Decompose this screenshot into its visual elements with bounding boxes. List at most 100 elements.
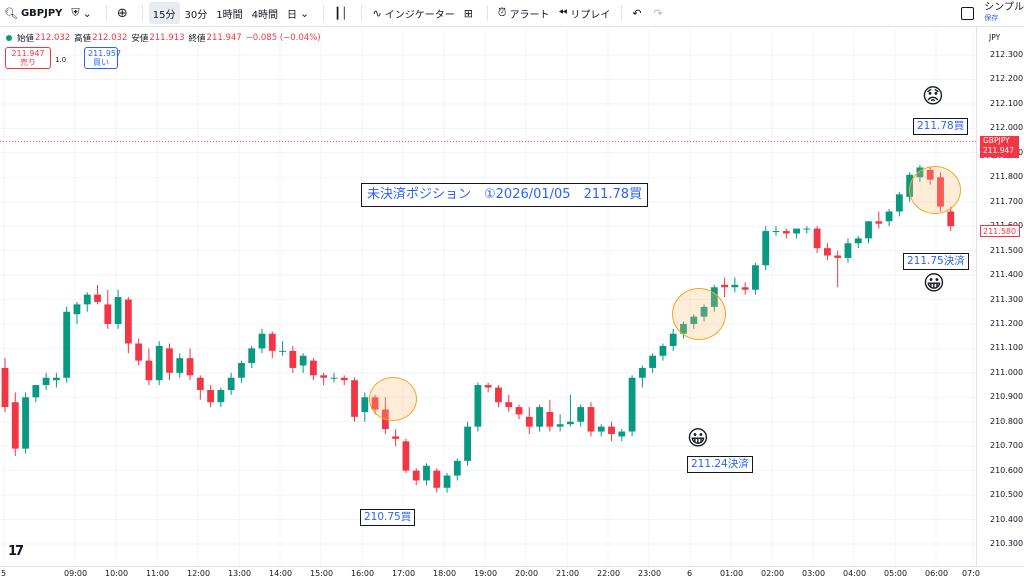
close-value: 211.947 bbox=[206, 33, 242, 43]
interval-4h[interactable]: 4時間 bbox=[248, 2, 282, 24]
candle-body bbox=[32, 385, 40, 398]
candle bbox=[392, 429, 400, 447]
candle bbox=[793, 228, 800, 239]
redo-button[interactable]: ↷ bbox=[650, 2, 670, 24]
current-price-label: GBPJPY 211.947 02:41 bbox=[980, 136, 1019, 165]
candle bbox=[947, 206, 955, 232]
ohlc-legend: 始値 212.032 高値 212.032 安値 211.913 終値 211.947 … bbox=[6, 32, 325, 44]
smile-emoji-icon: 😀 bbox=[923, 271, 945, 295]
current-price: 211.947 bbox=[983, 146, 1015, 155]
chevron-down-icon: ⌄ bbox=[300, 6, 310, 20]
interval-1h[interactable]: 1時間 bbox=[212, 2, 246, 24]
price-tick-label: 210.600 bbox=[990, 465, 1024, 475]
candle bbox=[135, 338, 143, 366]
open-position-note: 未決済ポジション ①2026/01/05 211.78買 bbox=[361, 183, 649, 207]
templates-button[interactable]: ⊞ bbox=[460, 2, 480, 24]
candle-body bbox=[824, 248, 831, 256]
candle-body bbox=[166, 348, 173, 373]
candle bbox=[505, 394, 513, 412]
candle bbox=[721, 277, 728, 298]
sell-button[interactable]: 211.947 売り bbox=[5, 47, 51, 69]
interval-dropdown[interactable]: 日 ⌄ bbox=[283, 2, 316, 24]
candle-body bbox=[597, 426, 605, 432]
symbol-search[interactable]: 🔍︎ GBPJPY bbox=[0, 2, 66, 24]
undo-icon: ↶ bbox=[632, 6, 642, 20]
current-symbol: GBPJPY bbox=[983, 136, 1010, 145]
candle bbox=[238, 360, 245, 383]
candle bbox=[587, 402, 595, 437]
candle bbox=[875, 211, 883, 229]
layout-checkbox[interactable] bbox=[961, 6, 975, 20]
chart-style-dropdown[interactable]: ⛨ ⌄ bbox=[67, 2, 98, 24]
candle-type-button[interactable]: ┃│ bbox=[330, 2, 354, 24]
candles-icon: ┃│ bbox=[334, 6, 348, 20]
candle bbox=[638, 365, 646, 388]
candle-body bbox=[196, 377, 204, 390]
open-value: 212.032 bbox=[35, 33, 71, 43]
candle-body bbox=[495, 387, 502, 403]
time-axis[interactable]: 5 09:00 10:00 11:00 12:00 13:00 14:00 15:00 16:0… bbox=[0, 566, 1024, 581]
layout-name: シンプル bbox=[984, 2, 1024, 13]
candle bbox=[484, 382, 492, 393]
candle-body bbox=[556, 424, 564, 427]
price-tick-label: 211.000 bbox=[990, 367, 1024, 377]
candle-body bbox=[145, 360, 153, 381]
replay-button[interactable]: ⏪︎ リプレイ bbox=[555, 2, 615, 24]
candle bbox=[669, 328, 677, 351]
interval-30m[interactable]: 30分 bbox=[181, 2, 212, 24]
top-toolbar: 🔍︎ GBPJPY ⛨ ⌄ ⊕ 15分 30分 1時間 4時間 日 ⌄ ┃│ ∿… bbox=[0, 0, 1024, 27]
price-tick-label: 211.300 bbox=[990, 294, 1024, 304]
undo-button[interactable]: ↶ bbox=[628, 2, 648, 24]
time-tick-label: 11:00 bbox=[146, 569, 170, 578]
candle bbox=[73, 301, 81, 324]
price-tick-label: 212.300 bbox=[990, 50, 1024, 59]
candle bbox=[166, 343, 173, 381]
candle-body bbox=[351, 380, 358, 417]
alarm-clock-icon: ⏰︎ bbox=[497, 6, 507, 19]
alert-button[interactable]: ⏰︎ アラート bbox=[494, 2, 554, 24]
candle-body bbox=[844, 243, 852, 258]
candle bbox=[42, 372, 50, 390]
candle-body bbox=[567, 421, 574, 425]
candle-body bbox=[628, 377, 636, 432]
candle bbox=[628, 375, 636, 437]
buy-label: 買い bbox=[93, 58, 109, 67]
redo-icon: ↷ bbox=[653, 6, 663, 20]
candle bbox=[453, 458, 461, 481]
interval-15m[interactable]: 15分 bbox=[148, 2, 180, 24]
replay-label: リプレイ bbox=[570, 9, 611, 21]
candle-body bbox=[515, 407, 523, 415]
candle bbox=[597, 424, 605, 437]
indicators-button[interactable]: ∿ インジケーター bbox=[368, 2, 458, 24]
price-tick-label: 211.700 bbox=[990, 196, 1024, 206]
candle bbox=[618, 429, 626, 442]
buy-1075-note: 210.75買 bbox=[360, 509, 416, 526]
price-scale[interactable]: JPY 212.300212.200212.100212.000211.9002… bbox=[976, 26, 1024, 566]
sell-label: 売り bbox=[20, 58, 36, 67]
candle bbox=[546, 399, 554, 432]
price-tick-label: 211.200 bbox=[990, 318, 1024, 328]
candle-body bbox=[546, 411, 554, 427]
layout-save-button[interactable]: シンプル 保存 bbox=[984, 3, 1024, 23]
candle-body bbox=[22, 397, 29, 449]
candle bbox=[649, 353, 657, 373]
candle bbox=[320, 372, 328, 386]
candle bbox=[63, 306, 71, 383]
price-tick-label: 210.900 bbox=[990, 392, 1024, 402]
candle-body bbox=[340, 377, 348, 381]
compare-button[interactable]: ⊕ bbox=[113, 2, 135, 24]
time-tick-label: 20:00 bbox=[515, 569, 539, 578]
candle-body bbox=[11, 402, 19, 449]
price-tick-label: 211.100 bbox=[990, 343, 1024, 353]
time-tick-label: 15:00 bbox=[310, 569, 334, 578]
candle-body bbox=[176, 358, 184, 373]
candle bbox=[155, 341, 163, 386]
candle bbox=[803, 226, 811, 234]
candle bbox=[474, 382, 482, 432]
candle-body bbox=[258, 333, 266, 349]
candle bbox=[248, 345, 256, 368]
buy-button[interactable]: 211.957 買い bbox=[84, 47, 121, 69]
symbol-label: GBPJPY bbox=[20, 7, 63, 19]
candle-body bbox=[608, 426, 615, 434]
